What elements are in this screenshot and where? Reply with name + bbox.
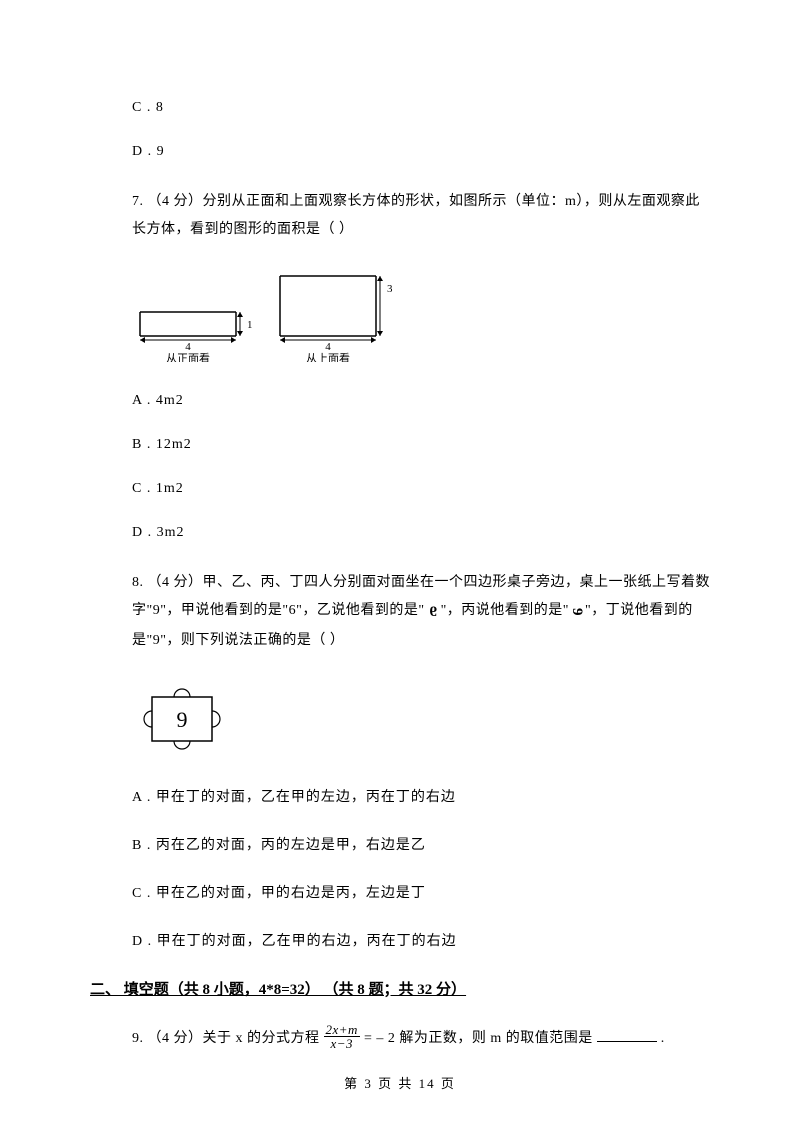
- svg-text:4: 4: [325, 341, 331, 353]
- q9-text: 9. （4 分）关于 x 的分式方程 2x+m x−3 = – 2 解为正数，则…: [132, 1025, 710, 1053]
- svg-text:1: 1: [247, 319, 253, 331]
- q9-blank: [597, 1028, 657, 1042]
- option-c-pre: C . 8: [132, 100, 710, 116]
- q7-option-b: B . 12m2: [132, 437, 710, 453]
- q9-end: .: [661, 1031, 665, 1046]
- q9-den: x−3: [324, 1037, 360, 1050]
- q7-top-label: 从上面看: [306, 351, 350, 362]
- q8-option-c: C . 甲在乙的对面，甲的右边是丙，左边是丁: [132, 882, 710, 902]
- page-footer: 第 3 页 共 14 页: [0, 1073, 800, 1092]
- q8-part2: "，丙说他看到的是": [437, 603, 573, 618]
- q8-table-number: 9: [177, 707, 188, 732]
- q9-num: 2x+m: [324, 1023, 360, 1037]
- q7-option-a: A . 4m2: [132, 393, 710, 409]
- q7-diagram: 4 1 从正面看 4 3 从上面看: [132, 272, 710, 367]
- q9-fraction: 2x+m x−3: [324, 1023, 360, 1050]
- svg-text:4: 4: [185, 341, 191, 353]
- q7-option-d: D . 3m2: [132, 525, 710, 541]
- q9-pre: 9. （4 分）关于 x 的分式方程: [132, 1031, 324, 1046]
- glyph-rot-icon: 9: [562, 608, 592, 616]
- section2-title: 二、 填空题（共 8 小题，4*8=32） （共 8 题；共 32 分）: [90, 978, 710, 999]
- q7-line: 7. （4 分）分别从正面和上面观察长方体的形状，如图所示（单位：m），则从左面…: [132, 194, 700, 237]
- q8-option-b: B . 丙在乙的对面，丙的左边是甲，右边是乙: [132, 834, 710, 854]
- q8-diagram: 9: [132, 683, 710, 760]
- glyph-mirror-icon: 9: [429, 597, 437, 627]
- q7-text: 7. （4 分）分别从正面和上面观察长方体的形状，如图所示（单位：m），则从左面…: [90, 188, 710, 244]
- q8-option-a: A . 甲在丁的对面，乙在甲的左边，丙在丁的右边: [132, 786, 710, 806]
- option-d-pre: D . 9: [132, 144, 710, 160]
- svg-text:3: 3: [387, 283, 392, 295]
- q9-post: = – 2 解为正数，则 m 的取值范围是: [364, 1031, 593, 1046]
- q8-option-d: D . 甲在丁的对面，乙在甲的右边，丙在丁的右边: [132, 930, 710, 950]
- q8-text: 8. （4 分）甲、乙、丙、丁四人分别面对面坐在一个四边形桌子旁边，桌上一张纸上…: [132, 569, 710, 655]
- q7-front-label: 从正面看: [166, 351, 210, 362]
- q7-option-c: C . 1m2: [132, 481, 710, 497]
